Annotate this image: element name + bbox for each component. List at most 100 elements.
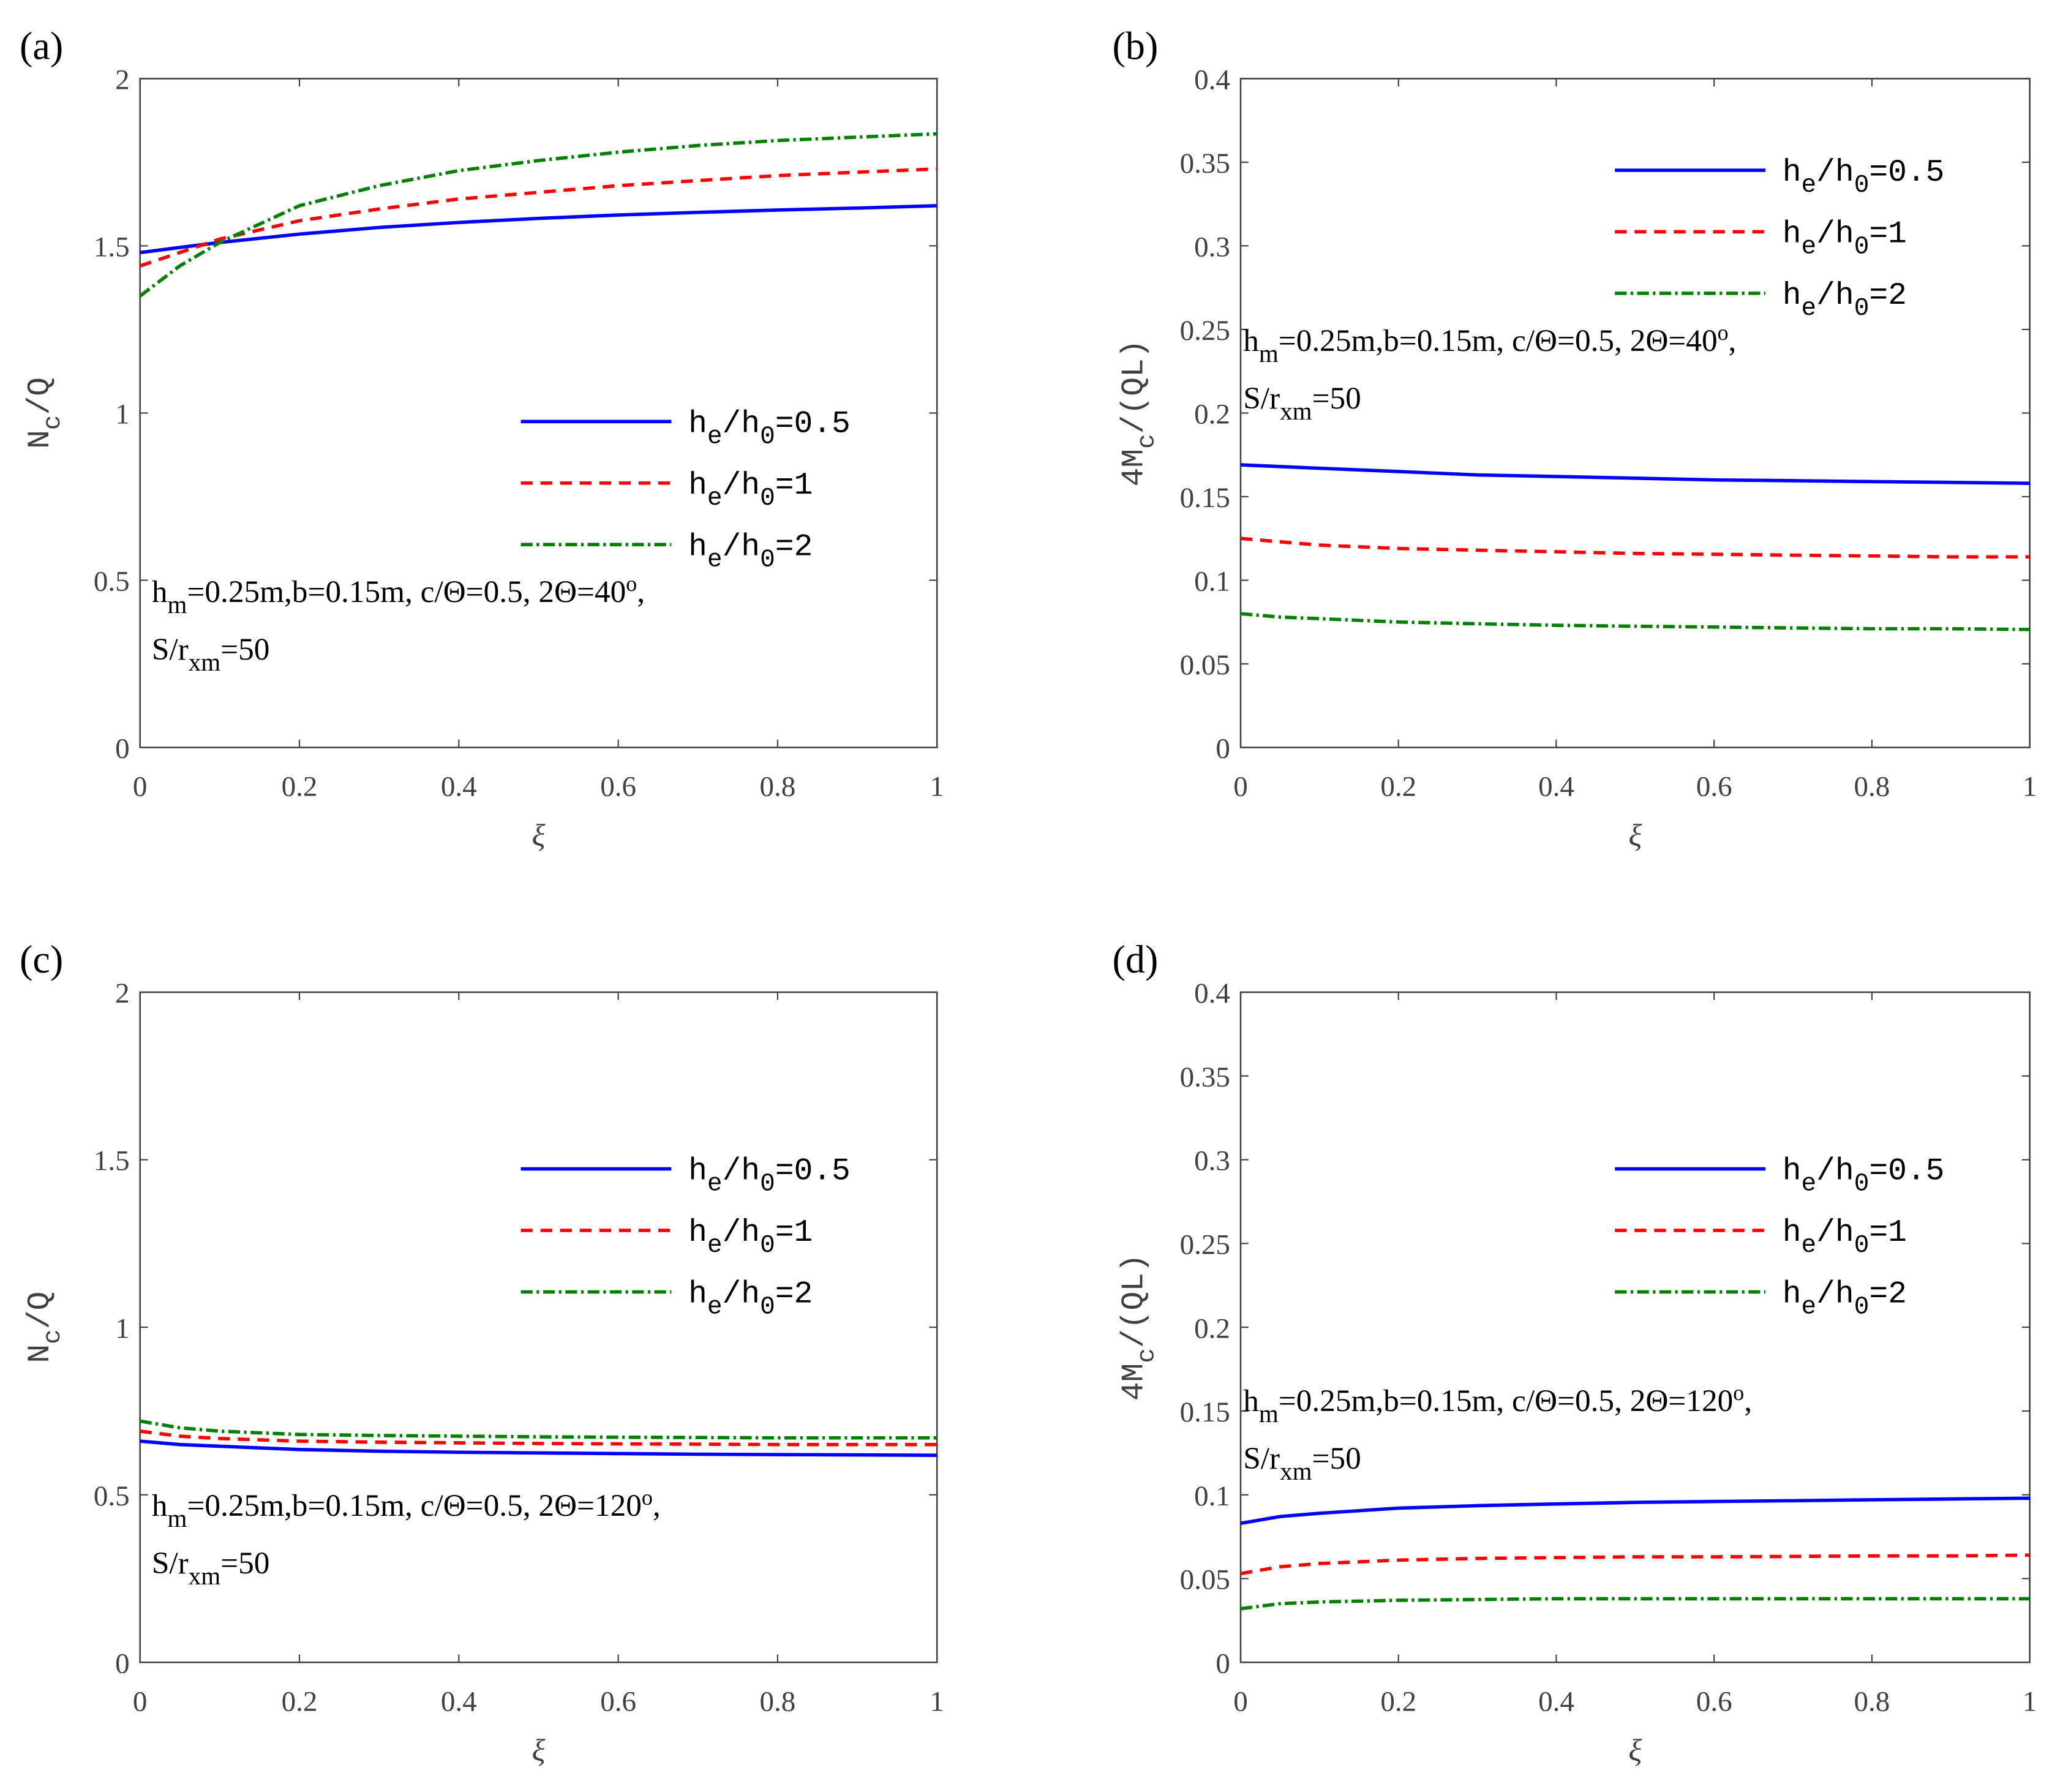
text-segment: m <box>1259 339 1279 367</box>
text-segment: e <box>707 546 723 574</box>
series-line-dashed <box>140 1429 938 1447</box>
parameter-annotation: hm=0.25m,b=0.15m, c/Θ=0.5, 2Θ=120o, <box>1243 1380 1752 1428</box>
panel-label: (d) <box>1113 938 1159 981</box>
text-segment: 0 <box>760 423 775 451</box>
text-segment: h <box>688 406 707 442</box>
legend-label: he/h0=1 <box>1783 217 1907 262</box>
text-segment: =1 <box>775 468 813 503</box>
text-segment: c <box>1133 434 1162 449</box>
text-segment: 0 <box>760 1232 775 1260</box>
y-tick-label: 1.5 <box>94 231 130 263</box>
text-segment: h <box>688 529 707 565</box>
y-tick-label: 0 <box>1216 1647 1230 1679</box>
text-segment: S/r <box>1243 1441 1280 1476</box>
y-tick-label: 0.2 <box>1194 1312 1230 1344</box>
legend-label: he/h0=1 <box>688 468 813 513</box>
y-tick-label: 0.2 <box>1194 399 1230 431</box>
text-segment: e <box>707 1170 723 1199</box>
text-segment: =2 <box>1869 278 1907 314</box>
parameter-annotation: S/rxm=50 <box>1243 381 1361 425</box>
legend-label: he/h0=2 <box>1783 278 1907 323</box>
chart-panel-c: 0 0.2 0.4 0.6 0.8 100.511.52ξNc/Q(c)he/h0=0.5… <box>20 938 944 1768</box>
parameter-annotation: hm=0.25m,b=0.15m, c/Θ=0.5, 2Θ=40o, <box>1243 320 1736 367</box>
text-segment: h <box>1783 155 1802 190</box>
series-line-solid <box>140 1439 938 1457</box>
text-segment: 0 <box>760 546 775 574</box>
legend-label: he/h0=2 <box>1783 1277 1907 1322</box>
panel-label: (c) <box>20 938 63 981</box>
text-segment: /h <box>1816 1277 1854 1312</box>
text-segment: h <box>1783 217 1802 252</box>
text-segment: xm <box>189 1562 221 1590</box>
text-segment: /h <box>723 406 761 442</box>
x-tick-label: 1 <box>930 1685 944 1717</box>
text-segment: e <box>1802 295 1817 323</box>
text-segment: /Q <box>23 1292 58 1330</box>
text-segment: 0 <box>760 1170 775 1199</box>
x-tick-label: 0 <box>133 771 148 803</box>
y-tick-label: 0.1 <box>1194 566 1230 598</box>
parameter-annotation: S/rxm=50 <box>152 1546 269 1590</box>
x-tick-label: 1 <box>2023 1685 2037 1717</box>
y-tick-label: 0.05 <box>1180 649 1230 681</box>
x-tick-label: 0.8 <box>1854 1685 1890 1717</box>
text-segment: 0 <box>1854 172 1870 200</box>
y-tick-label: 0.5 <box>94 566 130 598</box>
text-segment: N <box>23 430 58 449</box>
text-segment: S/r <box>1243 381 1280 416</box>
plot-area <box>139 78 938 748</box>
x-axis-label: ξ <box>532 818 545 853</box>
y-axis-label: 4Mc/(QL) <box>1117 339 1162 486</box>
text-segment: /h <box>723 468 761 503</box>
text-segment: =0.25m,b=0.15m, c/Θ=0.5, 2Θ=120 <box>187 1488 641 1523</box>
text-segment: o <box>626 571 637 596</box>
text-segment: h <box>688 1277 707 1312</box>
text-segment: c <box>40 415 68 430</box>
text-segment: xm <box>189 649 221 677</box>
legend-label: he/h0=0.5 <box>688 1154 851 1199</box>
text-segment: =50 <box>1312 381 1361 416</box>
chart-panel-a: 0 0.2 0.4 0.6 0.8 100.511.52ξNc/Q(a)he/h0=0.5… <box>20 24 944 853</box>
panel-label: (a) <box>20 24 63 67</box>
x-tick-label: 0.4 <box>441 1685 477 1717</box>
text-segment: /h <box>1816 278 1854 314</box>
text-segment: =0.25m,b=0.15m, c/Θ=0.5, 2Θ=40 <box>187 574 626 609</box>
series-line-solid <box>1240 463 2030 485</box>
text-segment: e <box>707 1293 723 1322</box>
text-segment: e <box>707 1232 723 1260</box>
text-segment: 0 <box>1854 1232 1870 1260</box>
text-segment: e <box>1802 1293 1817 1322</box>
text-segment: /h <box>1816 1154 1854 1189</box>
x-tick-label: 0.4 <box>1538 1685 1574 1717</box>
chart-panel-d: 0 0.2 0.4 0.6 0.8 1 0 0.05 0.1 0.15 0.2 0.25 0.3 0.35… <box>1113 938 2037 1768</box>
text-segment: =0.25m,b=0.15m, c/Θ=0.5, 2Θ=40 <box>1279 323 1718 358</box>
text-segment: h <box>688 468 707 503</box>
x-tick-label: 0.6 <box>600 1685 636 1717</box>
x-axis-label: ξ <box>1628 1733 1642 1768</box>
text-segment: =0.5 <box>1869 155 1944 190</box>
text-segment: 0 <box>1854 1170 1870 1199</box>
y-tick-label: 0.3 <box>1194 231 1230 263</box>
text-segment: h <box>1783 278 1802 314</box>
text-segment: =1 <box>775 1215 813 1251</box>
text-segment: xm <box>1280 1457 1312 1485</box>
text-segment: =50 <box>220 1546 269 1581</box>
text-segment: o <box>1733 1380 1744 1405</box>
x-tick-label: 0.4 <box>441 771 477 803</box>
parameter-annotation: S/rxm=50 <box>1243 1441 1361 1485</box>
y-tick-label: 0.1 <box>1194 1480 1230 1512</box>
text-segment: 0 <box>1854 295 1870 323</box>
series-line-dashed <box>1240 536 2030 559</box>
x-tick-label: 0.6 <box>1696 771 1732 803</box>
series-line-solid <box>1240 1496 2030 1526</box>
legend-label: he/h0=1 <box>688 1215 813 1260</box>
x-tick-label: 0.8 <box>1854 771 1890 803</box>
y-tick-label: 0 <box>115 733 130 765</box>
text-segment: 4M <box>1117 1363 1152 1401</box>
x-tick-label: 0 <box>133 1685 148 1717</box>
text-segment: /h <box>723 1215 761 1251</box>
x-tick-label: 0.2 <box>1380 1685 1416 1717</box>
y-tick-label: 0.4 <box>1194 977 1230 1009</box>
text-segment: h <box>1783 1215 1802 1251</box>
x-axis-label: ξ <box>532 1733 545 1768</box>
